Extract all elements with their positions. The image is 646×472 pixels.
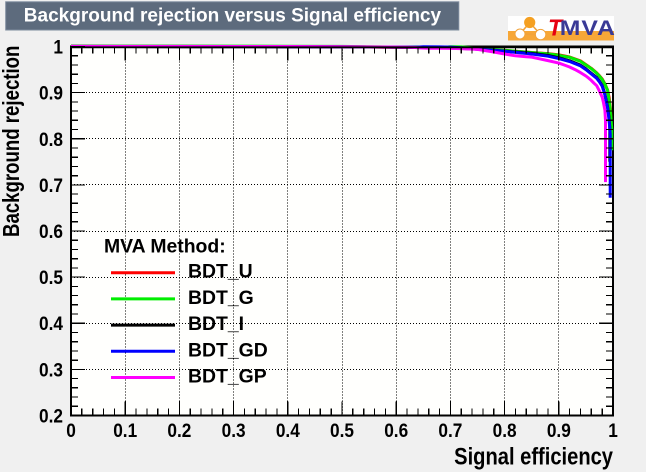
svg-text:1: 1 [608, 419, 618, 441]
svg-text:T: T [548, 14, 564, 40]
svg-text:0.6: 0.6 [384, 419, 408, 441]
svg-text:0.3: 0.3 [222, 419, 246, 441]
svg-text:0.1: 0.1 [113, 419, 137, 441]
svg-text:0.5: 0.5 [330, 419, 354, 441]
svg-text:BDT_G: BDT_G [188, 287, 254, 309]
svg-text:MVA Method:: MVA Method: [104, 236, 226, 258]
svg-text:0.7: 0.7 [39, 174, 63, 196]
svg-text:MVA: MVA [560, 16, 616, 40]
svg-text:BDT_U: BDT_U [188, 261, 253, 283]
svg-text:0.6: 0.6 [39, 220, 63, 242]
svg-text:0.2: 0.2 [39, 404, 63, 426]
svg-text:0.9: 0.9 [39, 82, 63, 104]
svg-text:0.7: 0.7 [438, 419, 462, 441]
svg-text:0.4: 0.4 [276, 419, 301, 441]
svg-text:1: 1 [53, 35, 63, 57]
svg-text:0.8: 0.8 [493, 419, 517, 441]
svg-text:0.8: 0.8 [39, 128, 63, 150]
svg-text:0.5: 0.5 [39, 266, 63, 288]
svg-text:Background rejection: Background rejection [0, 46, 24, 237]
svg-text:0.3: 0.3 [39, 358, 63, 380]
svg-text:Background rejection versus Si: Background rejection versus Signal effic… [24, 6, 442, 27]
svg-text:BDT_GD: BDT_GD [188, 339, 268, 361]
svg-text:BDT_I: BDT_I [188, 313, 244, 335]
svg-text:Signal efficiency: Signal efficiency [454, 443, 613, 470]
svg-text:BDT_GP: BDT_GP [188, 366, 267, 388]
svg-text:0.9: 0.9 [547, 419, 571, 441]
svg-text:0: 0 [66, 419, 76, 441]
svg-text:0.4: 0.4 [39, 312, 64, 334]
svg-text:0.2: 0.2 [167, 419, 191, 441]
